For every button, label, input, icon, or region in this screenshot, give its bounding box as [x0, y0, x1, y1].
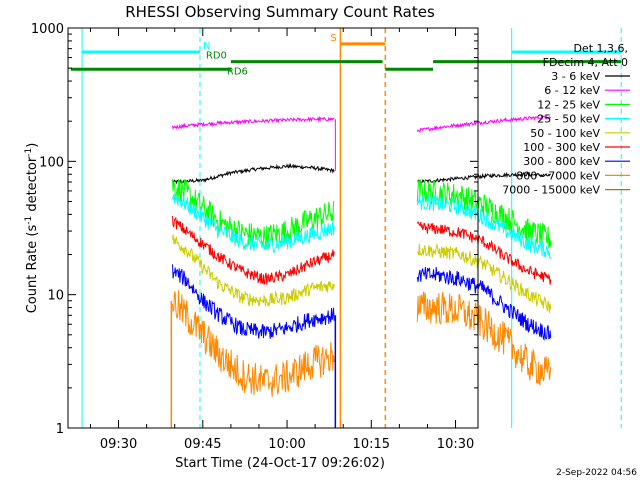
legend-label: 12 - 25 keV: [537, 98, 600, 111]
legend-label: 3 - 6 keV: [551, 70, 600, 83]
legend-label: 25 - 50 keV: [537, 113, 600, 126]
series-line-7-seg2: [416, 291, 552, 386]
chart-title: RHESSI Observing Summary Count Rates: [125, 3, 435, 21]
y-axis: 1 10 100 1000: [31, 22, 478, 437]
series-line-1-seg1: [172, 115, 335, 131]
legend-label: 800 - 7000 keV: [516, 169, 600, 182]
x-tick-label: 10:15: [353, 437, 390, 452]
x-tick-label: 09:45: [184, 437, 221, 452]
legend-label: 300 - 800 keV: [523, 155, 600, 168]
flag-label: RD0: [206, 51, 227, 62]
x-axis-label: Start Time (24-Oct-17 09:26:02): [175, 456, 385, 471]
legend-label: 100 - 300 keV: [523, 141, 600, 154]
y-axis-label: Count Rate (s-1 detector-1): [24, 143, 40, 314]
timestamp: 2-Sep-2022 04:56: [556, 468, 637, 478]
series-line-2-seg1: [172, 178, 335, 250]
y-label-part2: detector: [25, 156, 40, 216]
legend-label: 50 - 100 keV: [530, 127, 600, 140]
legend-header-2: FDecim 4, Att 0: [543, 56, 628, 69]
series-line-1-seg2: [416, 114, 551, 133]
x-tick-label: 09:30: [100, 437, 137, 452]
series-line-2-seg2: [416, 179, 552, 249]
legend-label: 7000 - 15000 keV: [502, 184, 600, 197]
series-line-4-seg2: [417, 242, 552, 313]
y-label-sup1: -1: [24, 216, 34, 225]
plot-frame: [67, 27, 479, 429]
y-label-part3: ): [25, 143, 40, 148]
series-line-0-seg2: [417, 171, 551, 184]
y-tick-label: 100: [39, 155, 64, 170]
series-line-5-seg2: [416, 221, 552, 285]
y-label-part1: Count Rate (s: [25, 225, 40, 314]
x-tick-label: 10:00: [268, 437, 305, 452]
y-tick-label: 10: [47, 289, 64, 304]
flag-label: RD6: [227, 66, 248, 77]
series-line-4-seg1: [172, 234, 335, 308]
flag-label: S: [330, 33, 336, 44]
flag-label: N: [203, 41, 210, 52]
series-line-6-seg1: [172, 264, 335, 339]
series-line-6-seg2: [416, 267, 552, 342]
series-line-0-seg1: [172, 162, 335, 185]
series-line-5-seg1: [172, 215, 335, 285]
y-tick-label: 1000: [31, 22, 64, 37]
series-line-3-seg1: [172, 193, 335, 254]
x-axis: 09:30 09:45 10:00 10:15 10:30: [89, 28, 474, 452]
y-label-sup2: -1: [24, 148, 34, 157]
x-tick-label: 10:30: [437, 437, 474, 452]
series-line-7-seg1: [172, 290, 335, 397]
y-tick-label: 1: [56, 422, 64, 437]
legend-header-1: Det 1,3,6,: [573, 42, 628, 55]
legend-label: 6 - 12 keV: [544, 84, 600, 97]
series-line-3-seg2: [416, 193, 552, 260]
